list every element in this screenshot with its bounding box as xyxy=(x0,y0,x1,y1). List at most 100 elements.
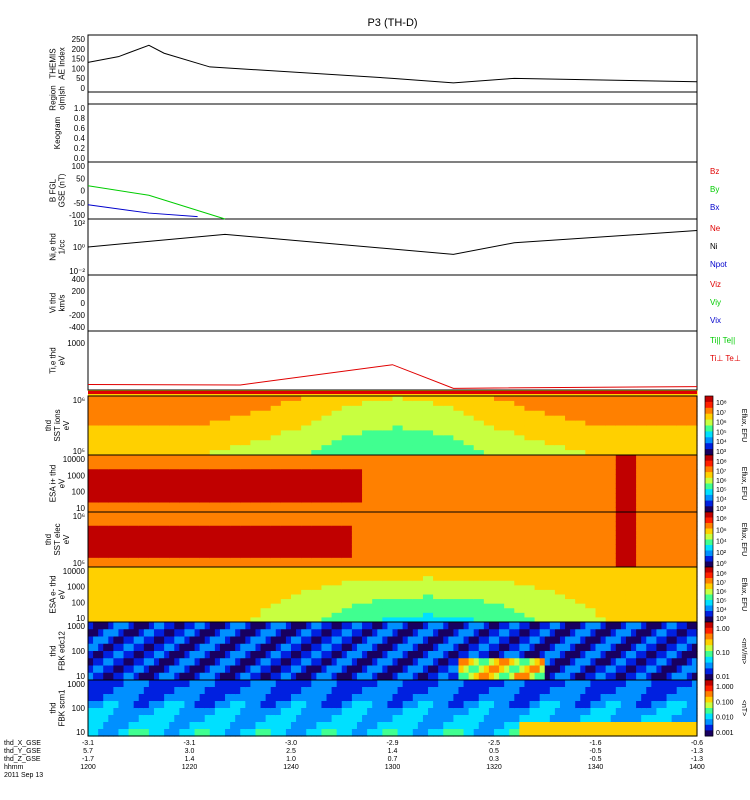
spectrogram-cell xyxy=(494,512,505,518)
colorbar-tick: 10³ xyxy=(716,449,727,456)
spectrogram-cell xyxy=(148,539,160,545)
y-tick-label: 10⁶ xyxy=(73,512,85,521)
spectrogram-cell xyxy=(362,729,368,737)
spectrogram-cell xyxy=(255,665,262,674)
spectrogram-cell xyxy=(346,680,353,688)
spectrogram-cell xyxy=(524,562,536,568)
spectrogram-cell xyxy=(291,507,302,513)
spectrogram-cell xyxy=(438,701,444,709)
spectrogram-cell xyxy=(544,701,551,709)
spectrogram-cell xyxy=(590,622,597,630)
spectrogram-cell xyxy=(402,643,409,652)
spectrogram-cell xyxy=(646,415,657,422)
spectrogram-cell xyxy=(615,580,627,586)
spectrogram-cell xyxy=(494,400,505,407)
spectrogram-cell xyxy=(392,474,404,480)
spectrogram-cell xyxy=(595,715,602,723)
spectrogram-cell xyxy=(88,636,94,645)
spectrogram-cell xyxy=(128,576,140,582)
spectrogram-cell xyxy=(686,474,698,480)
spectrogram-cell xyxy=(270,608,282,614)
spectrogram-cell xyxy=(412,430,424,436)
spectrogram-cell xyxy=(539,658,546,667)
spectrogram-cell xyxy=(392,459,404,466)
spectrogram-cell xyxy=(666,497,678,504)
spectrogram-cell xyxy=(417,629,424,638)
spectrogram-cell xyxy=(443,622,449,630)
spectrogram-cell xyxy=(544,548,556,554)
spectrogram-cell xyxy=(341,715,348,723)
spectrogram-cell xyxy=(219,474,231,480)
spectrogram-cell xyxy=(666,557,678,564)
spectrogram-cell xyxy=(372,420,383,427)
spectrogram-cell xyxy=(189,493,201,499)
spectrogram-cell xyxy=(656,512,668,518)
spectrogram-cell xyxy=(250,643,257,652)
spectrogram-cell xyxy=(661,687,668,695)
spectrogram-cell xyxy=(382,622,389,630)
spectrogram-cell xyxy=(240,493,251,499)
spectrogram-cell xyxy=(372,629,378,638)
spectrogram-cell xyxy=(686,415,698,422)
spectrogram-cell xyxy=(164,622,170,630)
spectrogram-cell xyxy=(534,525,546,531)
spectrogram-cell xyxy=(417,680,424,688)
spectrogram-cell xyxy=(255,643,262,652)
colorbar-cell xyxy=(705,662,713,669)
spectrogram-cell xyxy=(402,474,414,480)
spectrogram-cell xyxy=(270,544,282,550)
spectrogram-cell xyxy=(681,672,688,681)
spectrogram-cell xyxy=(362,539,373,545)
panel-frame-density xyxy=(87,218,698,276)
spectrogram-cell xyxy=(169,410,180,417)
spectrogram-cell xyxy=(646,483,657,489)
spectrogram-cell xyxy=(651,629,657,638)
spectrogram-cell xyxy=(666,478,678,485)
spectrogram-cell xyxy=(225,629,231,638)
spectrogram-cell xyxy=(148,708,155,716)
spectrogram-cell xyxy=(118,420,130,427)
spectrogram-cell xyxy=(554,562,566,568)
spectrogram-cell xyxy=(392,464,404,470)
spectrogram-cell xyxy=(494,525,505,531)
spectrogram-cell xyxy=(494,445,505,451)
spectrogram-cell xyxy=(148,440,160,446)
spectrogram-cell xyxy=(199,430,211,436)
spectrogram-cell xyxy=(321,455,333,461)
spectrogram-cell xyxy=(270,425,282,432)
spectrogram-cell xyxy=(351,580,363,586)
spectrogram-cell xyxy=(453,512,465,518)
spectrogram-cell xyxy=(148,507,160,513)
spectrogram-cell xyxy=(219,548,231,554)
spectrogram-cell xyxy=(98,534,109,541)
spectrogram-cell xyxy=(585,497,597,504)
spectrogram-cell xyxy=(691,658,698,667)
spectrogram-cell xyxy=(265,651,272,659)
spectrogram-cell xyxy=(382,636,389,645)
spectrogram-cell xyxy=(615,400,627,407)
spectrogram-cell xyxy=(351,571,363,577)
spectrogram-cell xyxy=(610,643,617,652)
spectrogram-cell xyxy=(448,658,454,667)
colorbar-cell xyxy=(705,528,713,535)
spectrogram-cell xyxy=(275,622,282,630)
spectrogram-cell xyxy=(625,694,632,702)
spectrogram-cell xyxy=(291,405,302,412)
spectrogram-cell xyxy=(153,729,160,737)
spectrogram-cell xyxy=(311,548,323,554)
panel-frame-bfgl xyxy=(87,161,698,220)
spectrogram-cell xyxy=(311,687,317,695)
spectrogram-cell xyxy=(641,729,647,737)
spectrogram-cell xyxy=(118,687,125,695)
spectrogram-cell xyxy=(412,680,419,688)
spectrogram-cell xyxy=(544,507,556,513)
spectrogram-cell xyxy=(356,622,363,630)
spectrogram-cell xyxy=(382,567,394,573)
spectrogram-cell xyxy=(270,562,282,568)
colorbar-cell xyxy=(705,556,713,562)
spectrogram-cell xyxy=(397,672,404,681)
spectrogram-cell xyxy=(270,445,282,451)
spectrogram-cell xyxy=(260,544,272,550)
spectrogram-cell xyxy=(98,585,109,591)
spectrogram-cell xyxy=(326,622,333,630)
